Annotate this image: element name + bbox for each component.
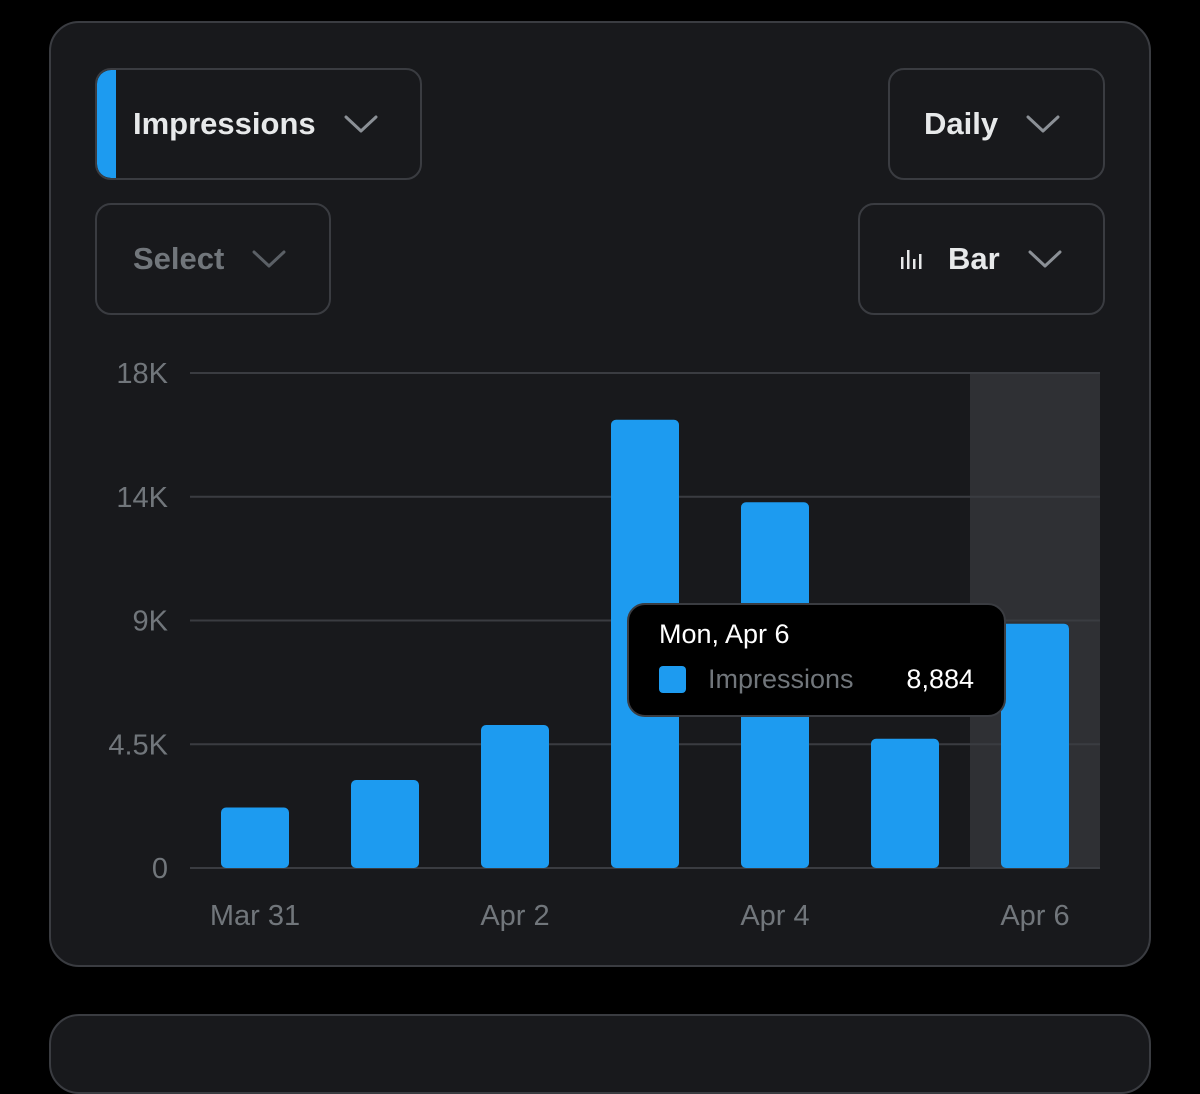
chevron-down-icon [252, 241, 286, 277]
x-tick-label: Mar 31 [210, 900, 300, 932]
tooltip-series-label: Impressions [708, 664, 854, 694]
chevron-down-icon [1028, 241, 1062, 277]
x-tick-label: Apr 6 [1000, 900, 1069, 932]
chevron-down-icon [344, 106, 378, 142]
compare-dropdown[interactable]: Select [95, 203, 331, 315]
x-tick-label: Apr 2 [480, 900, 549, 932]
bar-chart-icon [900, 247, 924, 271]
bar-apr-6 [1001, 623, 1069, 868]
chevron-down-icon [1026, 106, 1060, 142]
x-tick-label: Apr 4 [740, 900, 809, 932]
metric-dropdown-label: Impressions [133, 106, 316, 141]
tooltip-series-swatch [659, 666, 686, 693]
metric-color-indicator [97, 70, 116, 178]
interval-dropdown[interactable]: Daily [888, 68, 1105, 180]
y-tick-label: 18K [116, 358, 168, 390]
interval-dropdown-label: Daily [924, 106, 999, 141]
impressions-bar-chart: 0 4.5K 9K 14K 18K Mar 31 Apr 2 Apr 4 Apr 6 [108, 358, 1100, 932]
y-tick-label: 4.5K [108, 729, 168, 761]
tooltip-value: 8,884 [906, 664, 974, 694]
y-tick-label: 9K [133, 606, 169, 638]
y-tick-label: 14K [116, 482, 168, 514]
tooltip-row: Impressions 8,884 [659, 664, 974, 695]
metric-dropdown[interactable]: Impressions [95, 68, 422, 180]
bar-apr-1 [351, 780, 419, 868]
bar-apr-5 [871, 738, 939, 868]
y-tick-label: 0 [152, 853, 168, 885]
bar-apr-2 [481, 725, 549, 868]
next-card [49, 1014, 1151, 1094]
tooltip-date: Mon, Apr 6 [659, 619, 790, 649]
compare-dropdown-label: Select [133, 241, 225, 276]
chart-tooltip: Mon, Apr 6 Impressions 8,884 [627, 603, 1006, 717]
bar-mar-31 [221, 807, 289, 868]
chart-type-dropdown-label: Bar [948, 241, 1000, 276]
chart-type-dropdown[interactable]: Bar [858, 203, 1105, 315]
